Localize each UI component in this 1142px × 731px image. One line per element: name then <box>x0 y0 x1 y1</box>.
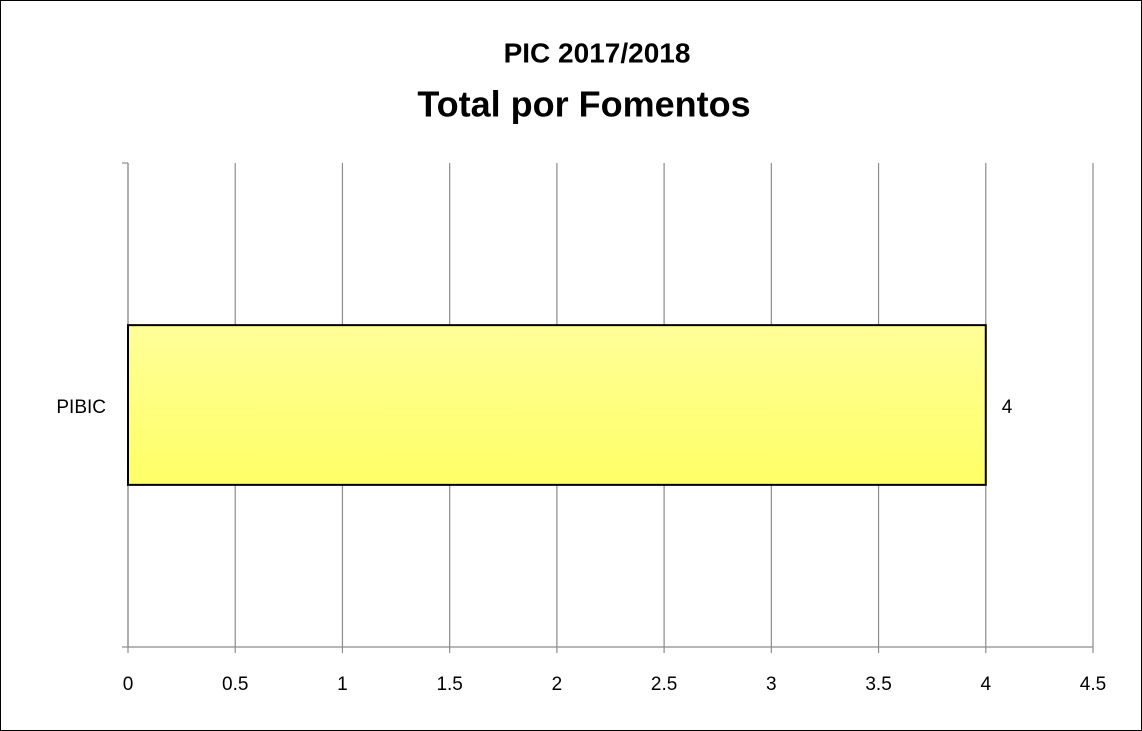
bar <box>127 324 987 486</box>
x-tick-label: 0.5 <box>222 674 248 695</box>
x-tick-label: 1.5 <box>436 674 462 695</box>
x-tick-label: 1 <box>337 674 348 695</box>
x-tick-label: 4.5 <box>1080 674 1106 695</box>
x-tick-label: 0 <box>123 674 134 695</box>
chart-title: PIC 2017/2018 <box>504 37 691 68</box>
chart-subtitle: Total por Fomentos <box>417 84 750 125</box>
x-tick-label: 2 <box>552 674 563 695</box>
x-tick-label: 2.5 <box>651 674 677 695</box>
x-tick-label: 3.5 <box>865 674 891 695</box>
x-tick-label: 4 <box>980 674 991 695</box>
y-tick-label: PIBIC <box>56 397 106 418</box>
x-tick-label: 3 <box>766 674 777 695</box>
data-label: 4 <box>1002 397 1013 418</box>
